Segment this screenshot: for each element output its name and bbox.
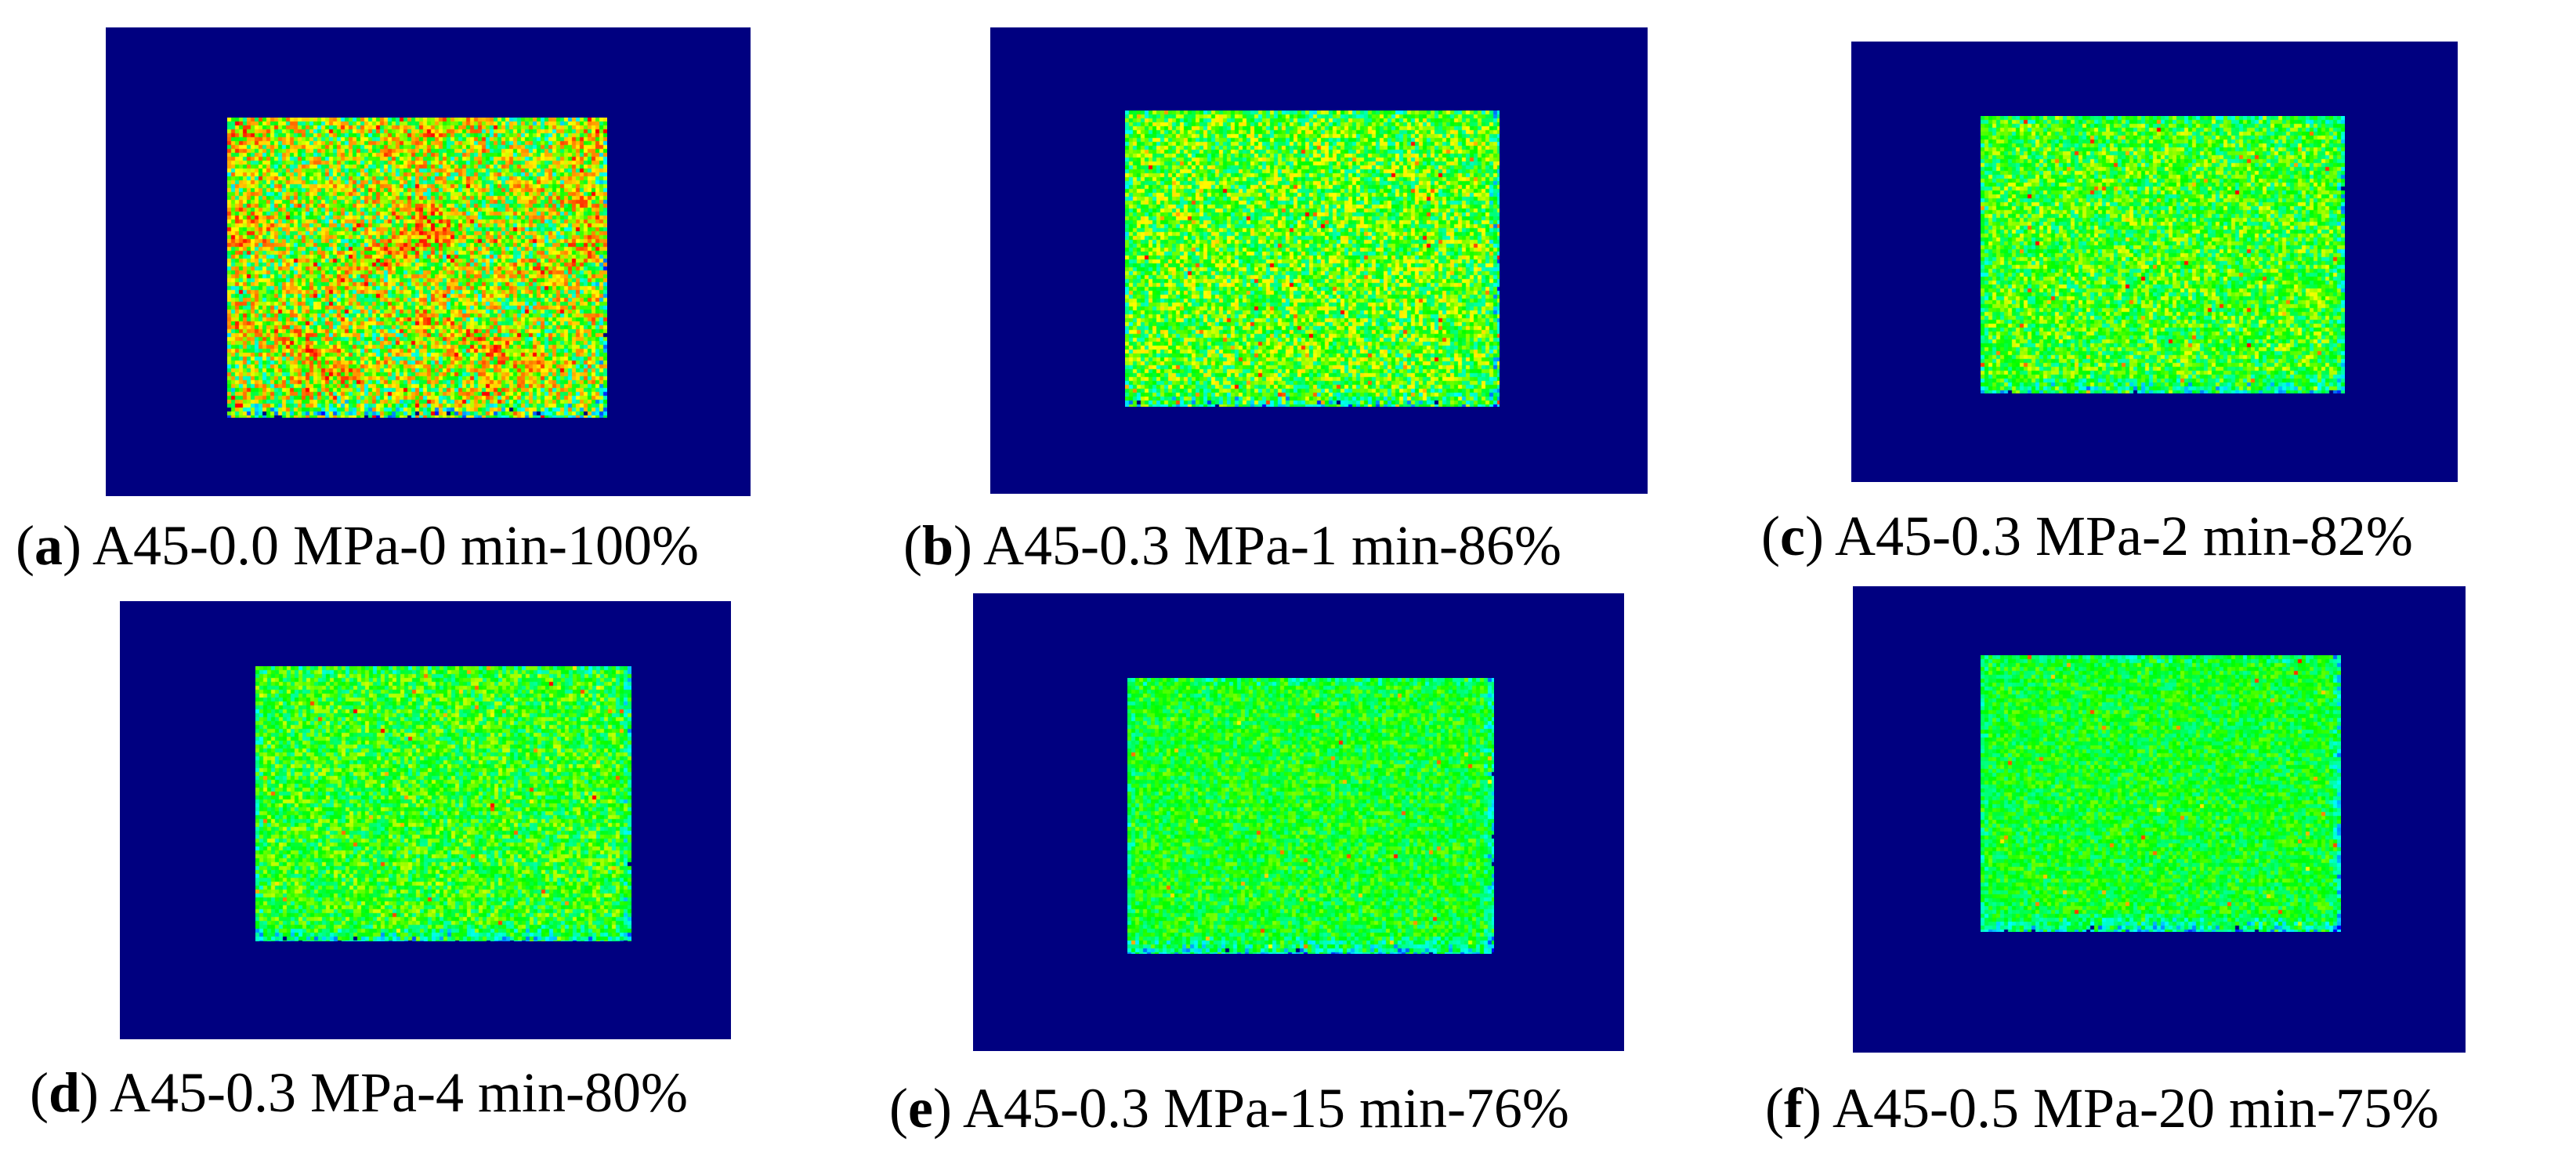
heatmap-canvas-e [1127,678,1494,954]
panel-label-a: A45-0.0 MPa-0 min-100% [92,514,699,577]
heatmap-canvas-c [1981,116,2345,393]
heatmap-image-d [120,601,731,1039]
panel-label-f: A45-0.5 MPa-20 min-75% [1832,1077,2439,1140]
caption-b: (b) A45-0.3 MPa-1 min-86% [903,514,1561,577]
caption-a: (a) A45-0.0 MPa-0 min-100% [16,514,699,577]
panel-label-e: A45-0.3 MPa-15 min-76% [962,1077,1569,1140]
panel-label-b: A45-0.3 MPa-1 min-86% [983,514,1561,577]
panel-label-d: A45-0.3 MPa-4 min-80% [110,1061,688,1124]
panel-letter-e: e [907,1077,933,1140]
heatmap-image-c [1851,42,2458,482]
heatmap-image-e [973,593,1624,1051]
heatmap-canvas-d [255,666,631,941]
caption-e: (e) A45-0.3 MPa-15 min-76% [889,1077,1569,1140]
panel-letter-f: f [1783,1077,1803,1140]
caption-c: (c) A45-0.3 MPa-2 min-82% [1761,505,2413,567]
caption-f: (f) A45-0.5 MPa-20 min-75% [1765,1077,2439,1140]
panel-letter-a: a [34,514,63,577]
heatmap-image-f [1853,586,2466,1053]
caption-d: (d) A45-0.3 MPa-4 min-80% [30,1061,688,1124]
heatmap-canvas-a [227,118,607,418]
heatmap-image-b [990,27,1648,494]
panel-letter-c: c [1779,505,1805,567]
panel-letter-d: d [48,1061,81,1124]
panel-letter-b: b [921,514,954,577]
heatmap-image-a [106,27,751,496]
panel-label-c: A45-0.3 MPa-2 min-82% [1834,505,2413,567]
heatmap-canvas-b [1125,111,1500,407]
heatmap-canvas-f [1981,655,2341,932]
